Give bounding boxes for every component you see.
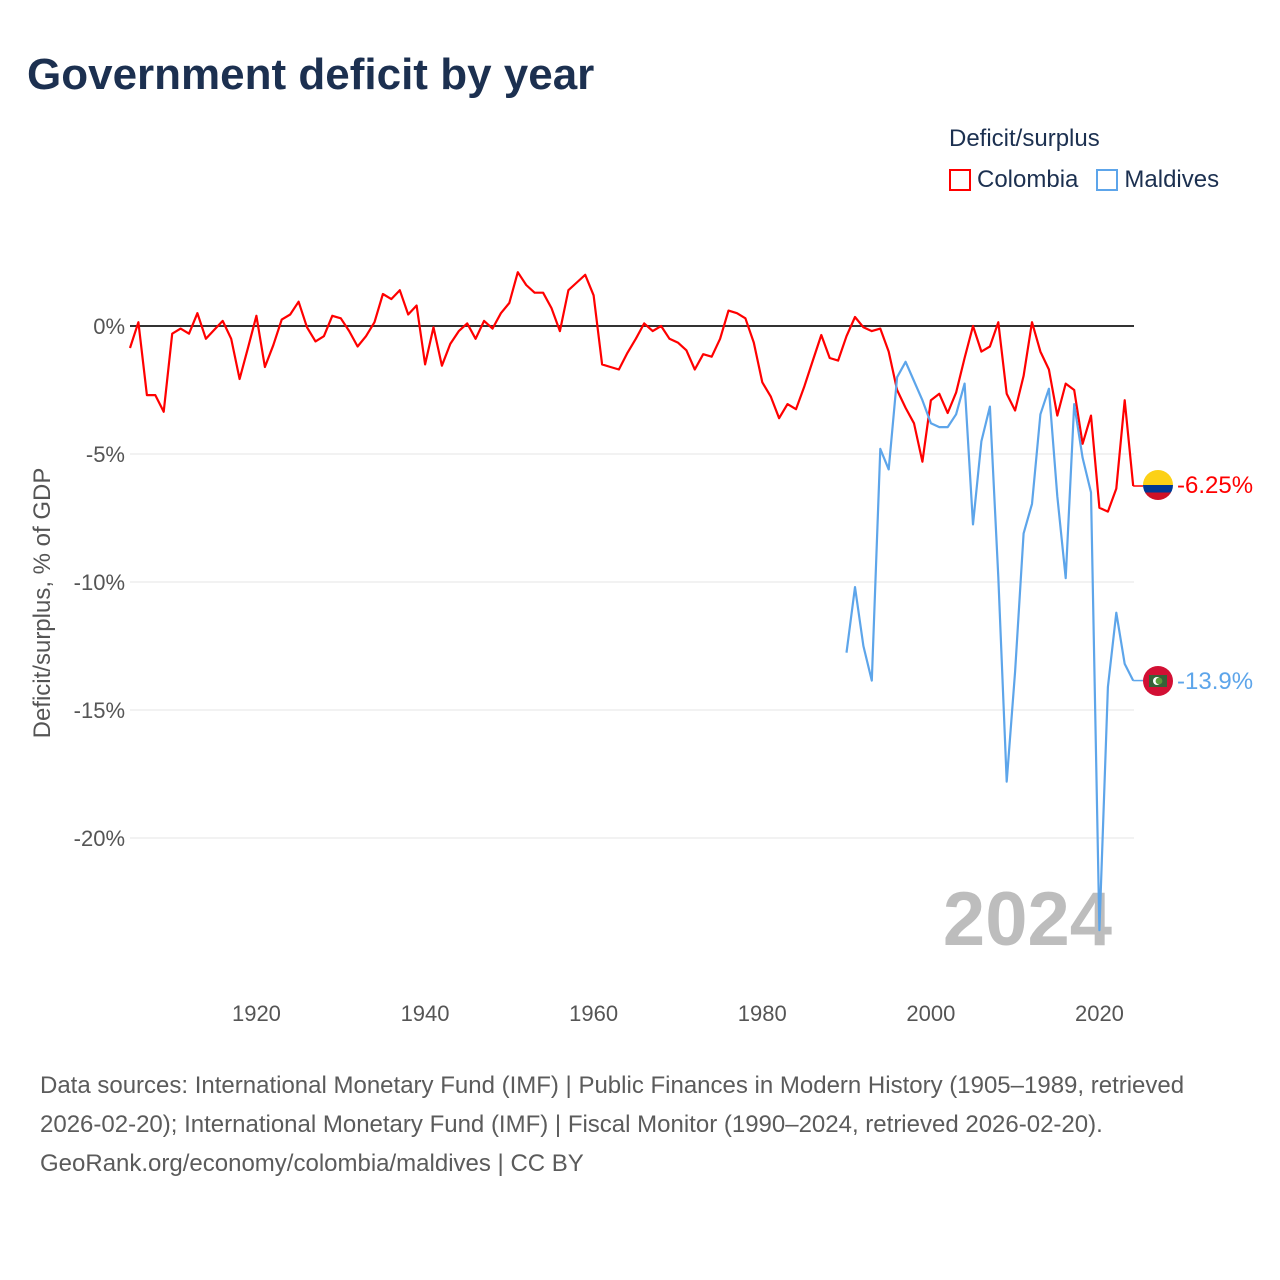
x-tick-label: 1920 — [232, 1001, 281, 1026]
footer: Data sources: International Monetary Fun… — [40, 1066, 1240, 1183]
credit-link[interactable]: GeoRank.org/economy/colombia/maldives | … — [40, 1150, 584, 1177]
x-tick-label: 1940 — [401, 1001, 450, 1026]
colombia-flag-icon — [1143, 470, 1173, 500]
maldives-end-label: -13.9% — [1177, 668, 1253, 695]
data-sources: Data sources: International Monetary Fun… — [40, 1072, 1185, 1138]
series-lines — [128, 271, 1143, 932]
x-tick-label: 2020 — [1075, 1001, 1124, 1026]
watermark-year: 2024 — [943, 877, 1112, 962]
legend-swatch-maldives — [1096, 169, 1119, 191]
gridlines — [130, 453, 1134, 839]
legend-label-colombia: Colombia — [977, 166, 1079, 193]
chart-title: Government deficit by year — [27, 50, 595, 99]
y-axis-label: Deficit/surplus, % of GDP — [29, 468, 56, 739]
y-tick-label: -5% — [86, 442, 125, 467]
y-tick-label: -10% — [74, 570, 125, 595]
legend-item-maldives[interactable]: Maldives — [1096, 166, 1219, 194]
x-tick-label: 2000 — [906, 1001, 955, 1026]
x-tick-label: 1960 — [569, 1001, 618, 1026]
y-tick-label: 0% — [93, 314, 125, 339]
y-tick-label: -15% — [74, 698, 125, 723]
x-axis-ticks: 1920 1940 1960 1980 2000 2020 — [232, 1001, 1124, 1026]
legend: Colombia Maldives — [949, 166, 1219, 194]
maldives-flag-icon — [1143, 666, 1173, 696]
legend-item-colombia[interactable]: Colombia — [949, 166, 1078, 194]
line-chart: 0% -5% -10% -15% -20% 1920 1940 1960 1980 2000 20… — [29, 271, 1253, 1026]
series-line-colombia[interactable] — [128, 271, 1135, 513]
legend-swatch-colombia — [949, 169, 971, 191]
y-axis-ticks: 0% -5% -10% -15% -20% — [74, 314, 125, 851]
series-line-maldives[interactable] — [845, 360, 1135, 932]
x-tick-label: 1980 — [738, 1001, 787, 1026]
legend-label-maldives: Maldives — [1124, 166, 1220, 193]
colombia-end-label: -6.25% — [1177, 472, 1253, 499]
y-tick-label: -20% — [74, 826, 125, 851]
legend-title: Deficit/surplus — [949, 125, 1100, 152]
